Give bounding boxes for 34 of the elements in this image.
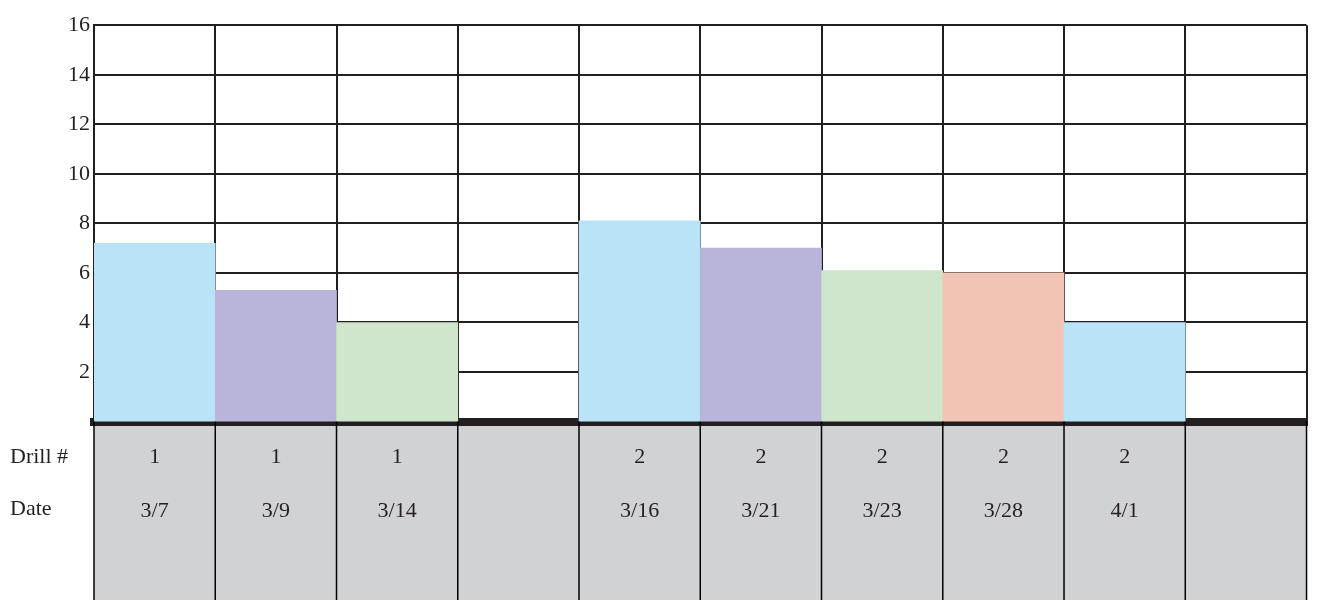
- bar: [336, 322, 459, 422]
- bar: [1063, 322, 1186, 422]
- y-tick-label: 14: [68, 60, 90, 86]
- y-tick-label: 12: [68, 110, 90, 136]
- text: Drill #: [10, 443, 69, 469]
- y-tick-label: 4: [79, 308, 90, 334]
- x-tick-label: 3/23: [862, 496, 902, 522]
- x-axis-title: Date: [10, 495, 52, 521]
- bar: [942, 272, 1065, 422]
- bar: [94, 242, 216, 422]
- y-tick-label: 16: [68, 10, 90, 36]
- y-tick-label: 8: [79, 209, 90, 235]
- text: 2: [997, 443, 1009, 469]
- x-tick-label: 3/9: [261, 496, 290, 522]
- bar: [214, 289, 337, 422]
- text: 2: [755, 443, 767, 469]
- x-tick-label: 3/14: [377, 496, 417, 522]
- x-tick-label: 3/28: [983, 496, 1023, 522]
- y-tick-label: 10: [68, 159, 90, 185]
- text: 2: [876, 443, 888, 469]
- y-tick-label: 2: [79, 357, 90, 383]
- y-tick-label: 6: [79, 258, 90, 284]
- x-tick-label: 4/1: [1110, 496, 1139, 522]
- text: 1: [270, 443, 282, 469]
- bar: [821, 270, 944, 422]
- x-tick-label: 3/21: [741, 496, 781, 522]
- x-tick-label: 3/7: [140, 496, 169, 522]
- bar: [578, 220, 701, 422]
- bar: [699, 247, 822, 422]
- text: 1: [149, 443, 161, 469]
- x-tick-label: 3/16: [620, 496, 660, 522]
- text: 2: [1119, 443, 1131, 469]
- text: 1: [391, 443, 403, 469]
- text: 2: [634, 443, 646, 469]
